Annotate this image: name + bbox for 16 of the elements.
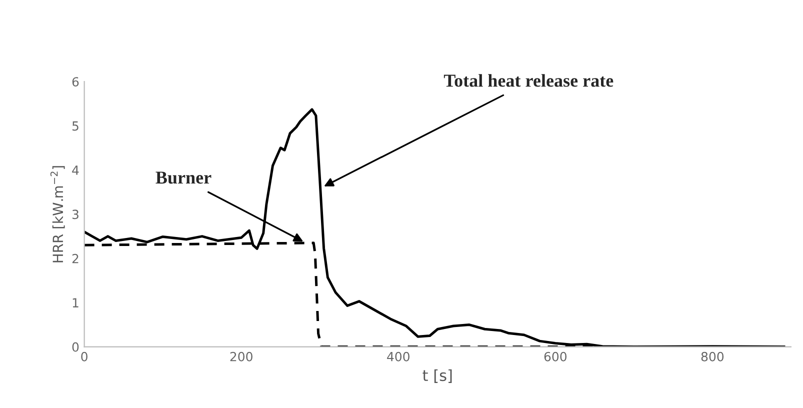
x-tick-label: 0 xyxy=(81,352,88,362)
x-axis-title: t [s] xyxy=(422,369,452,383)
x-tick-label: 400 xyxy=(387,352,410,362)
y-tick-label: 1 xyxy=(72,298,78,308)
annotation: Burner xyxy=(156,172,212,184)
y-tick-label: 4 xyxy=(72,166,79,175)
y-tick-label: 2 xyxy=(72,254,78,264)
y-tick-label: 6 xyxy=(72,77,79,87)
y-tick-label: 3 xyxy=(72,210,78,220)
y-tick-label: 0 xyxy=(72,342,79,352)
y-axis-title: HRR [kW.m$^{−2}$] xyxy=(50,166,65,262)
x-tick-label: 800 xyxy=(701,352,724,362)
y-tick-label: 5 xyxy=(72,121,78,131)
annotation: Total heat release rate xyxy=(444,74,614,87)
x-tick-label: 200 xyxy=(230,352,252,362)
x-tick-label: 600 xyxy=(544,352,567,362)
